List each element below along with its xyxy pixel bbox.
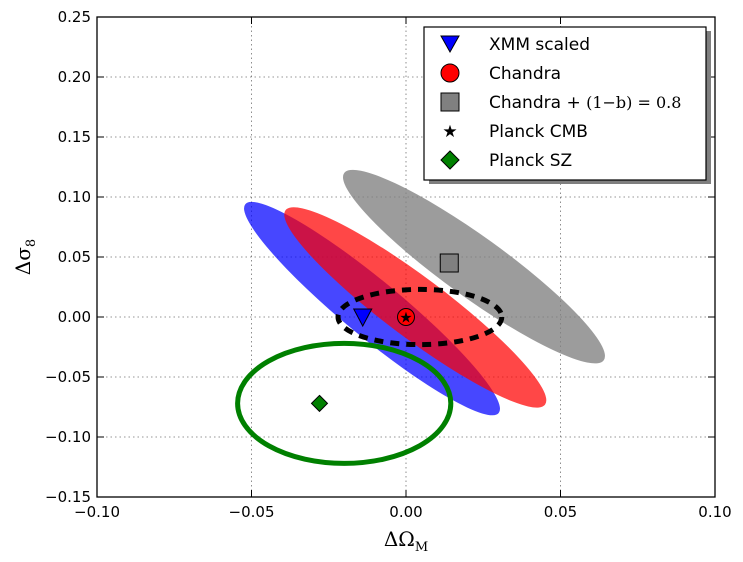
point-planck-sz [310, 394, 329, 413]
grid [97, 17, 715, 497]
y-tick-label: 0.00 [58, 308, 91, 326]
point-chandra-1-b-0-8 [439, 253, 459, 273]
legend: XMM scaled Chandra Chandra + (1−b) = 0.8… [423, 26, 711, 184]
x-axis-title-subscript: M [415, 540, 428, 555]
legend-label-planck-cmb: Planck CMB [489, 122, 588, 142]
y-tick-label: −0.10 [45, 428, 91, 446]
legend-marker-planck-sz [440, 150, 460, 170]
x-tick-label: 0.05 [544, 503, 577, 521]
legend-label-planck-sz: Planck SZ [489, 151, 572, 171]
point-chandra [397, 308, 415, 326]
x-tick-label: 0.00 [389, 503, 422, 521]
y-tick-label: 0.25 [58, 8, 91, 26]
x-tick-label: 0.10 [698, 503, 731, 521]
legend-label-chandra-scaled: Chandra + (1−b) = 0.8 [489, 93, 681, 113]
confidence-ellipses [235, 169, 605, 466]
legend-box [423, 26, 707, 181]
legend-label-xmm-scaled: XMM scaled [489, 35, 590, 55]
axis-ticks: −0.10 −0.05 0.00 0.05 0.10−0.15−0.10−0.050.0… [45, 8, 732, 521]
x-axis-title: ΔΩM [384, 527, 428, 555]
y-tick-label: 0.20 [58, 68, 91, 86]
chandra-scaled-ellipse [342, 169, 605, 364]
y-tick-label: −0.15 [45, 488, 91, 506]
data-points: ★ [310, 253, 459, 413]
y-tick-label: 0.10 [58, 188, 91, 206]
point-planck-cmb: ★ [399, 309, 412, 327]
planck-sz-ellipse [235, 340, 454, 466]
legend-marker-chandra-scaled [440, 92, 460, 112]
y-tick-label: 0.15 [58, 128, 91, 146]
y-axis-title: Δσ8 [11, 239, 39, 275]
chandra-ellipse [284, 207, 547, 408]
x-tick-label: −0.05 [229, 503, 275, 521]
x-axis-title-main: ΔΩ [384, 527, 415, 551]
y-tick-label: 0.05 [58, 248, 91, 266]
planck-cmb-ellipse [335, 286, 505, 348]
legend-label-chandra-scaled-text: Chandra + [489, 93, 586, 113]
y-axis-title-main: Δσ [11, 247, 35, 275]
legend-label-chandra-scaled-math: (1−b) = 0.8 [586, 93, 681, 112]
legend-marker-chandra [440, 63, 460, 83]
y-tick-label: −0.05 [45, 368, 91, 386]
legend-marker-planck-cmb: ★ [442, 122, 457, 142]
y-axis-title-subscript: 8 [24, 239, 39, 247]
point-xmm-scaled [352, 308, 373, 328]
legend-marker-xmm-scaled [440, 35, 460, 54]
x-tick-label: −0.10 [74, 503, 120, 521]
svg-text:★: ★ [442, 122, 457, 142]
legend-label-chandra: Chandra [489, 64, 561, 84]
